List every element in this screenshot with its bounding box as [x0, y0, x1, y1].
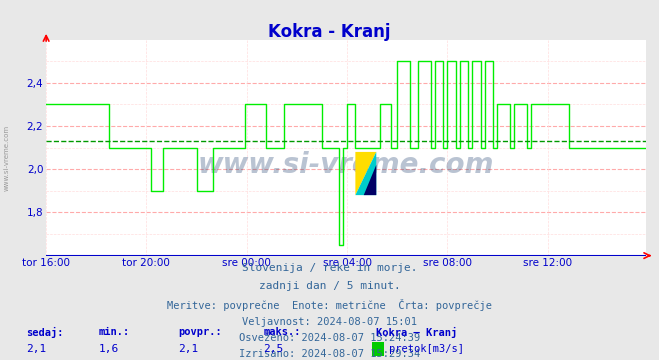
Text: Kokra – Kranj: Kokra – Kranj: [376, 327, 457, 338]
Text: zadnji dan / 5 minut.: zadnji dan / 5 minut.: [258, 281, 401, 291]
Text: Kokra - Kranj: Kokra - Kranj: [268, 23, 391, 41]
Text: Meritve: povprečne  Enote: metrične  Črta: povprečje: Meritve: povprečne Enote: metrične Črta:…: [167, 299, 492, 311]
Polygon shape: [355, 152, 376, 195]
Polygon shape: [355, 152, 376, 195]
Text: www.si-vreme.com: www.si-vreme.com: [3, 125, 9, 192]
Text: 2,1: 2,1: [178, 344, 198, 354]
Text: 2,5: 2,5: [264, 344, 284, 354]
Text: Slovenija / reke in morje.: Slovenija / reke in morje.: [242, 263, 417, 273]
Text: sedaj:: sedaj:: [26, 327, 64, 338]
Text: Veljavnost: 2024-08-07 15:01: Veljavnost: 2024-08-07 15:01: [242, 317, 417, 327]
Text: min.:: min.:: [99, 327, 130, 337]
Text: pretok[m3/s]: pretok[m3/s]: [389, 344, 464, 354]
Text: www.si-vreme.com: www.si-vreme.com: [198, 151, 494, 179]
Text: povpr.:: povpr.:: [178, 327, 221, 337]
Text: maks.:: maks.:: [264, 327, 301, 337]
Text: 2,1: 2,1: [26, 344, 47, 354]
Text: 1,6: 1,6: [99, 344, 119, 354]
Text: Osveženo: 2024-08-07 15:24:39: Osveženo: 2024-08-07 15:24:39: [239, 333, 420, 343]
Text: Izrisano: 2024-08-07 15:29:34: Izrisano: 2024-08-07 15:29:34: [239, 349, 420, 359]
Polygon shape: [364, 165, 376, 195]
